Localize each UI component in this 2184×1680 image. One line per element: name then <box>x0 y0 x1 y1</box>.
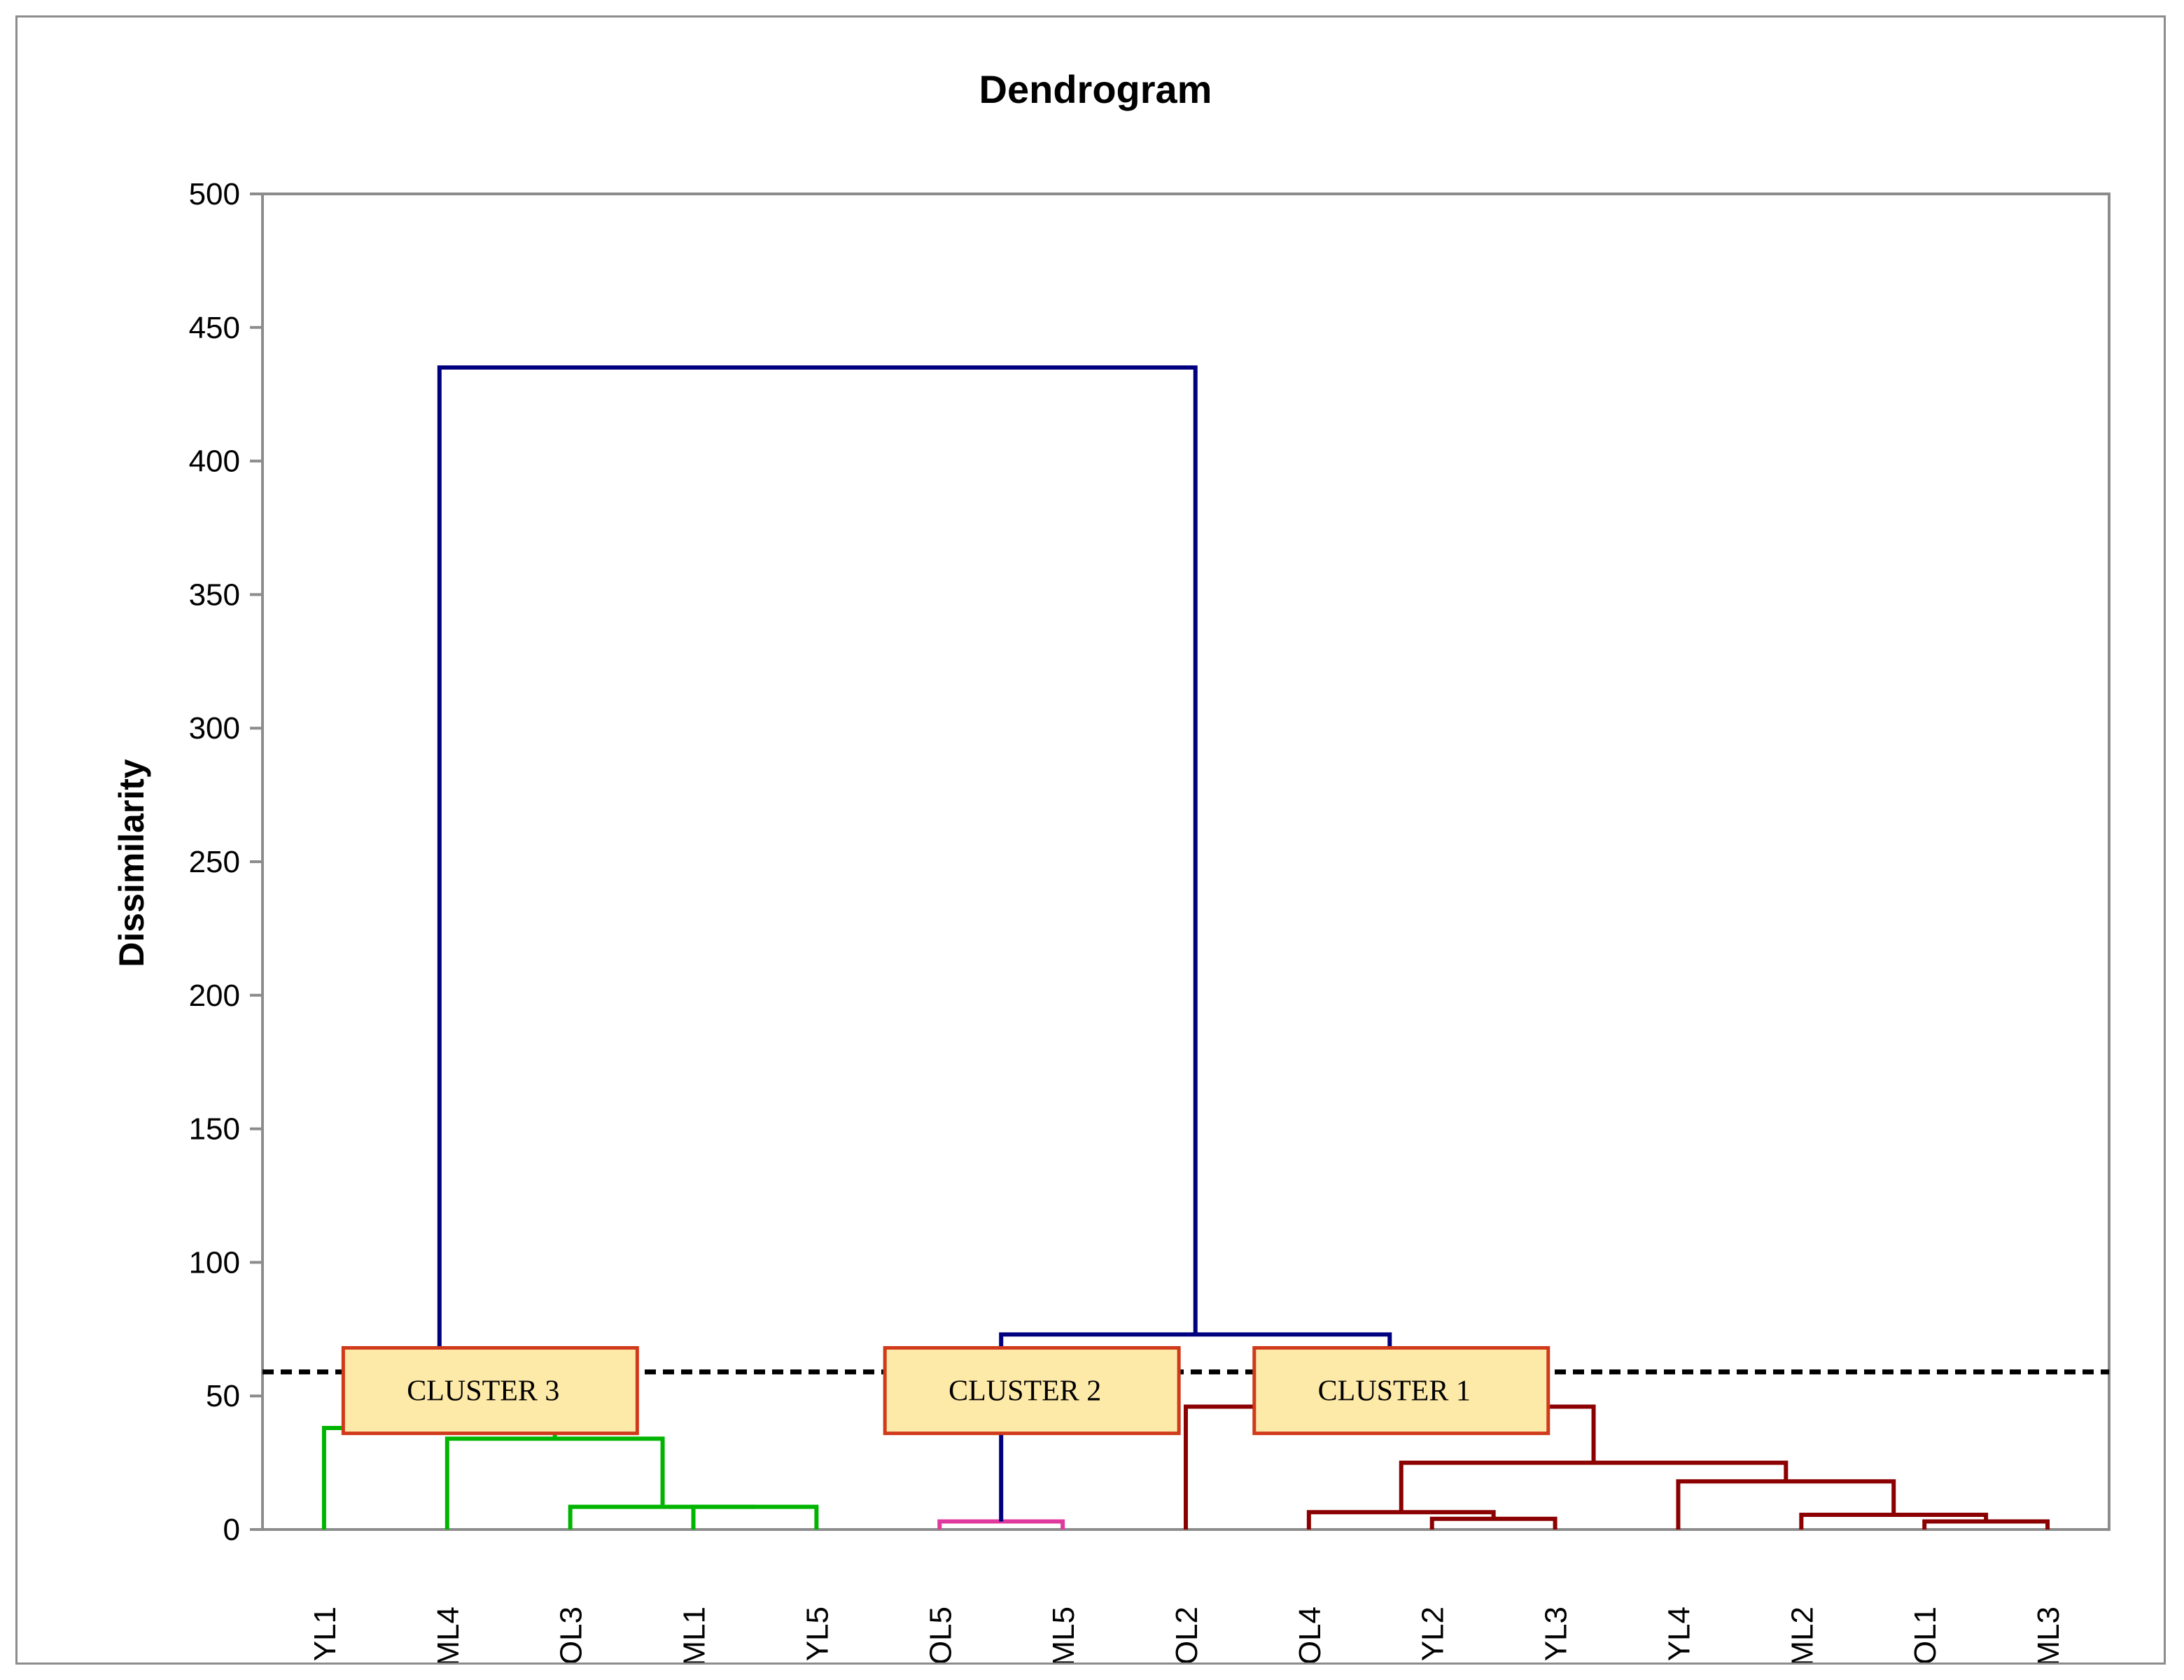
dendrogram-link-m7 <box>1306 1510 1496 1530</box>
y-tick-label: 450 <box>189 311 240 345</box>
x-tick-label: ML3 <box>2031 1606 2066 1662</box>
x-tick-label: YL1 <box>308 1606 342 1661</box>
dendrogram-link-m11 <box>1399 1460 1788 1513</box>
cluster-annotations: CLUSTER 3 CLUSTER 2 CLUSTER 1 <box>341 1346 1550 1436</box>
x-tick-label: OL1 <box>1908 1606 1942 1662</box>
y-tick-label: 50 <box>206 1379 240 1413</box>
dendrogram-link-m10 <box>1676 1479 1896 1530</box>
cluster-label: CLUSTER 1 <box>1318 1376 1471 1408</box>
cluster-box <box>341 1346 639 1436</box>
x-tick-label: ML2 <box>1785 1606 1819 1662</box>
x-tick-label: OL3 <box>554 1606 589 1662</box>
x-tick-label: OL4 <box>1293 1606 1327 1662</box>
dendrogram-chart: Dendrogram Dissimilarity 0 50 100 150 200 250… <box>112 67 2110 1662</box>
cluster-box <box>883 1346 1181 1436</box>
y-tick-label: 0 <box>223 1513 240 1547</box>
x-tick-label: YL4 <box>1662 1606 1696 1661</box>
dendrogram-link-m4 <box>321 1425 557 1530</box>
x-tick-label: OL5 <box>923 1606 958 1662</box>
dendrogram-link-m6 <box>1429 1516 1558 1530</box>
y-tick-label: 350 <box>189 578 240 612</box>
x-tick-label: ML5 <box>1046 1606 1081 1662</box>
chart-frame: Dendrogram Dissimilarity 0 50 100 150 200 250… <box>15 15 2166 1665</box>
dendrogram-link-m1 <box>691 1504 819 1530</box>
y-tick-label: 500 <box>189 177 240 211</box>
dendrogram-link-m14 <box>437 365 1198 1428</box>
x-tick-label: YL2 <box>1416 1606 1450 1661</box>
y-tick-label: 400 <box>189 444 240 479</box>
chart-title: Dendrogram <box>979 67 1212 111</box>
dendrogram-links <box>321 365 2050 1530</box>
cluster-label: CLUSTER 3 <box>407 1376 559 1408</box>
y-tick-label: 300 <box>189 711 240 746</box>
axes <box>261 192 2110 1531</box>
y-tick-label: 100 <box>189 1245 240 1280</box>
dendrogram-link-m2 <box>568 1504 755 1530</box>
cluster-label: CLUSTER 2 <box>948 1376 1101 1408</box>
y-tick-label: 250 <box>189 845 240 879</box>
x-tick-label: ML4 <box>431 1606 465 1662</box>
plot-area-border <box>261 192 2110 1531</box>
dendrogram-link-m3 <box>444 1436 665 1530</box>
x-tick-label: OL2 <box>1170 1606 1204 1662</box>
x-ticks: YL1 ML4 OL3 ML1 YL5 OL5 ML5 OL2 OL4 YL2 YL3 YL4 ML2 O… <box>308 1606 2066 1662</box>
y-axis-label: Dissimilarity <box>112 759 151 967</box>
x-tick-label: ML1 <box>678 1606 712 1662</box>
y-tick-label: 150 <box>189 1112 240 1147</box>
cluster-box <box>1252 1346 1550 1436</box>
y-tick-label: 200 <box>189 979 240 1013</box>
x-tick-label: YL3 <box>1539 1606 1574 1661</box>
x-tick-label: YL5 <box>800 1606 834 1661</box>
y-ticks: 0 50 100 150 200 250 300 350 400 450 500 <box>189 177 262 1547</box>
